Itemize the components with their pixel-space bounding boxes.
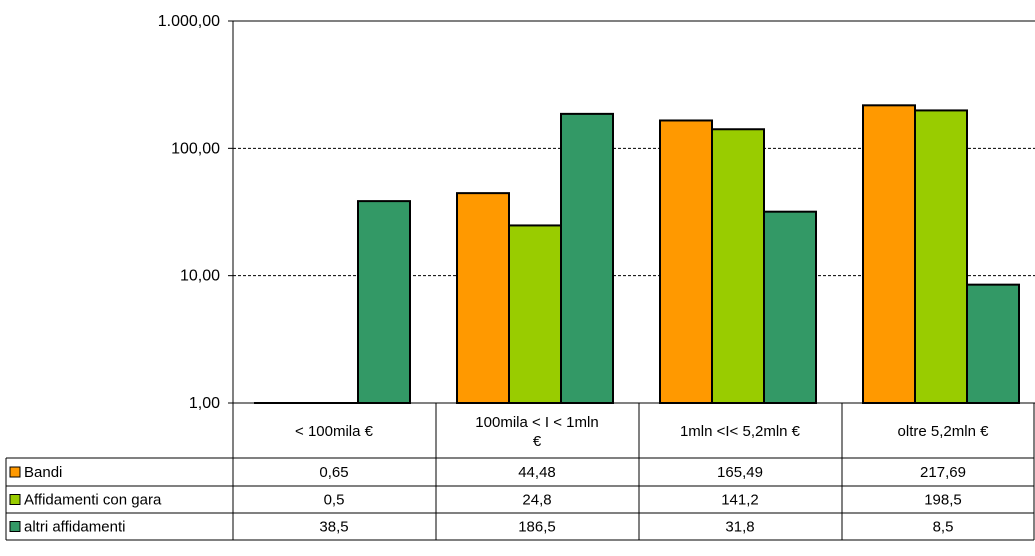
data-label: 198,5	[924, 492, 962, 509]
bar	[508, 224, 562, 404]
bar	[914, 109, 968, 405]
legend-key	[9, 521, 21, 532]
bar	[456, 192, 510, 404]
bar	[659, 119, 713, 404]
bar	[560, 112, 614, 405]
legend-key	[9, 466, 21, 478]
data-label: 38,5	[319, 519, 348, 536]
bar	[862, 104, 916, 404]
bar	[966, 283, 1020, 404]
category-label: < 100mila €	[295, 423, 374, 440]
category-label: €	[533, 433, 542, 450]
legend-label: altri affidamenti	[24, 519, 125, 536]
data-label: 141,2	[721, 492, 759, 509]
data-label: 31,8	[725, 519, 754, 536]
data-label: 165,49	[717, 464, 763, 481]
y-tick-label: 100,00	[171, 140, 220, 157]
y-tick-label: 10,00	[180, 268, 220, 285]
data-label: 217,69	[920, 464, 966, 481]
bar	[763, 210, 817, 404]
data-label: 8,5	[933, 519, 954, 536]
legend-key	[9, 494, 21, 505]
category-label: 100mila < I < 1mln	[475, 414, 598, 431]
category-label: 1mln <I< 5,2mln €	[680, 423, 801, 440]
data-label: 44,48	[518, 464, 556, 481]
data-label: 24,8	[522, 492, 551, 509]
bar	[711, 128, 765, 404]
data-label: 0,65	[319, 464, 348, 481]
bar	[357, 200, 411, 404]
legend-label: Affidamenti con gara	[24, 492, 162, 509]
y-tick-label: 1,00	[189, 395, 220, 412]
y-tick-label: 1.000,00	[158, 13, 220, 30]
category-label: oltre 5,2mln €	[898, 423, 990, 440]
data-label: 0,5	[324, 492, 345, 509]
data-label: 186,5	[518, 519, 556, 536]
legend-label: Bandi	[24, 464, 62, 481]
